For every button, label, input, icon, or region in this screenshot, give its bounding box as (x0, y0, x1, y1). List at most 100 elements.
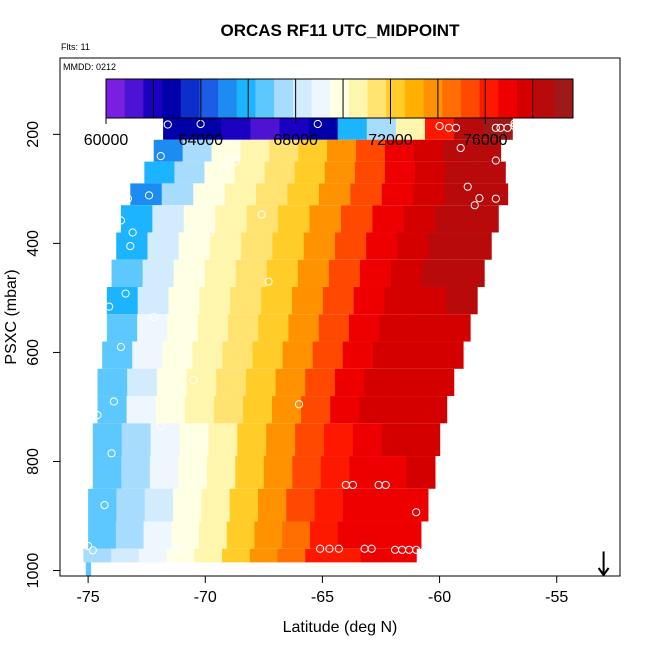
heatmap-cell (291, 287, 324, 315)
heatmap-cell (328, 259, 361, 288)
heatmap-cell (379, 314, 411, 342)
colorbar-tick-label: 72000 (368, 132, 413, 149)
heatmap-cell (192, 341, 224, 369)
heatmap-cell (166, 548, 195, 563)
heatmap-cell (324, 161, 356, 184)
plot-frame (59, 57, 621, 577)
heatmap-cell (206, 456, 236, 489)
heatmap-cell (222, 548, 251, 563)
data-point (435, 122, 444, 131)
data-point (84, 541, 93, 551)
heatmap-cell (183, 205, 216, 233)
heatmap-cell (178, 456, 208, 489)
data-point (109, 397, 118, 406)
heatmap-cell (235, 456, 265, 489)
colorbar-swatch (479, 79, 499, 118)
data-point (381, 480, 390, 490)
heatmap-cell (432, 341, 464, 369)
data-point (121, 289, 130, 298)
colorbar-tick-label: 64000 (179, 132, 224, 149)
heatmap-cell (245, 368, 277, 397)
heatmap-cell (475, 161, 506, 184)
heatmap-cell (471, 139, 502, 162)
heatmap-cell (428, 232, 461, 260)
heatmap-cell (288, 314, 320, 342)
heatmap-cell (312, 341, 344, 369)
colorbar-swatch (218, 79, 238, 118)
colorbar-swatch (162, 79, 182, 118)
heatmap-cell (282, 341, 314, 369)
heatmap-cell (152, 205, 185, 233)
colorbar-swatch (442, 79, 462, 118)
heatmap-cell (393, 521, 422, 549)
heatmap-cell (153, 139, 184, 162)
data-point (456, 143, 465, 153)
heatmap-cell (121, 456, 151, 489)
heatmap-cell (292, 456, 322, 489)
heatmap-cell (453, 259, 485, 288)
heatmap-cell (254, 521, 283, 549)
colorbar-swatch (535, 79, 555, 118)
heatmap-cell (144, 161, 176, 184)
x-tick-label: -70 (194, 589, 217, 606)
heatmap-cell (442, 139, 473, 162)
heatmap-cell (422, 259, 454, 288)
heatmap-cell (257, 488, 287, 522)
heatmap-cell (366, 232, 398, 260)
heatmap-cell (193, 183, 226, 206)
heatmap-cell (132, 341, 163, 369)
heatmap-cell (476, 183, 509, 206)
heatmap-cell (360, 548, 390, 563)
data-point (412, 545, 421, 554)
heatmap-cell (213, 396, 244, 424)
heatmap-cell (204, 259, 237, 288)
heatmap-cell (171, 521, 200, 549)
heatmap-cell (423, 368, 455, 397)
heatmap-cell (337, 521, 366, 549)
heatmap-cell (234, 161, 266, 184)
heatmap-cell (199, 287, 231, 315)
heatmap-cell (88, 521, 117, 549)
heatmap-cell (186, 368, 217, 397)
y-tick-label: 1000 (25, 553, 42, 589)
heatmap-cell (388, 396, 419, 424)
heatmap-cell (286, 488, 316, 522)
x-tick-label: -55 (545, 589, 568, 606)
data-point (189, 376, 198, 385)
data-point (93, 411, 102, 420)
heatmap-cell (309, 521, 339, 549)
heatmap-cell (142, 259, 175, 288)
data-point (491, 123, 500, 132)
colorbar-swatch (180, 79, 200, 118)
heatmap-cell (354, 161, 386, 184)
data-point (451, 123, 461, 132)
heatmap-cell (150, 423, 181, 457)
heatmap-cell (241, 232, 274, 260)
data-point (510, 122, 519, 131)
x-axis-label: Latitude (deg N) (283, 619, 398, 636)
heatmap-cell (445, 161, 476, 184)
heatmap-cell (349, 456, 379, 489)
heatmap-cell (384, 139, 415, 162)
heatmap-cell (144, 488, 174, 522)
heatmap-cell (215, 205, 248, 233)
chart-title: ORCAS RF11 UTC_MIDPOINT (221, 21, 461, 40)
heatmap-cell (318, 183, 351, 206)
heatmap-cell (372, 341, 404, 369)
heatmap-cell (97, 368, 128, 397)
data-point (107, 449, 116, 458)
plot-area (83, 111, 610, 577)
data-point (88, 546, 97, 555)
data-point (156, 421, 165, 431)
heatmap-cell (364, 368, 395, 397)
heatmap-cell (282, 521, 311, 549)
heatmap-cell (85, 562, 92, 576)
heatmap-cell (294, 161, 326, 184)
heatmap-cell (372, 205, 405, 233)
heatmap-cell (115, 521, 145, 549)
colorbar-swatch (274, 79, 294, 118)
heatmap-cell (269, 139, 299, 162)
colorbar-swatch (423, 79, 443, 118)
heatmap-cell (242, 396, 273, 424)
data-point (231, 157, 240, 166)
